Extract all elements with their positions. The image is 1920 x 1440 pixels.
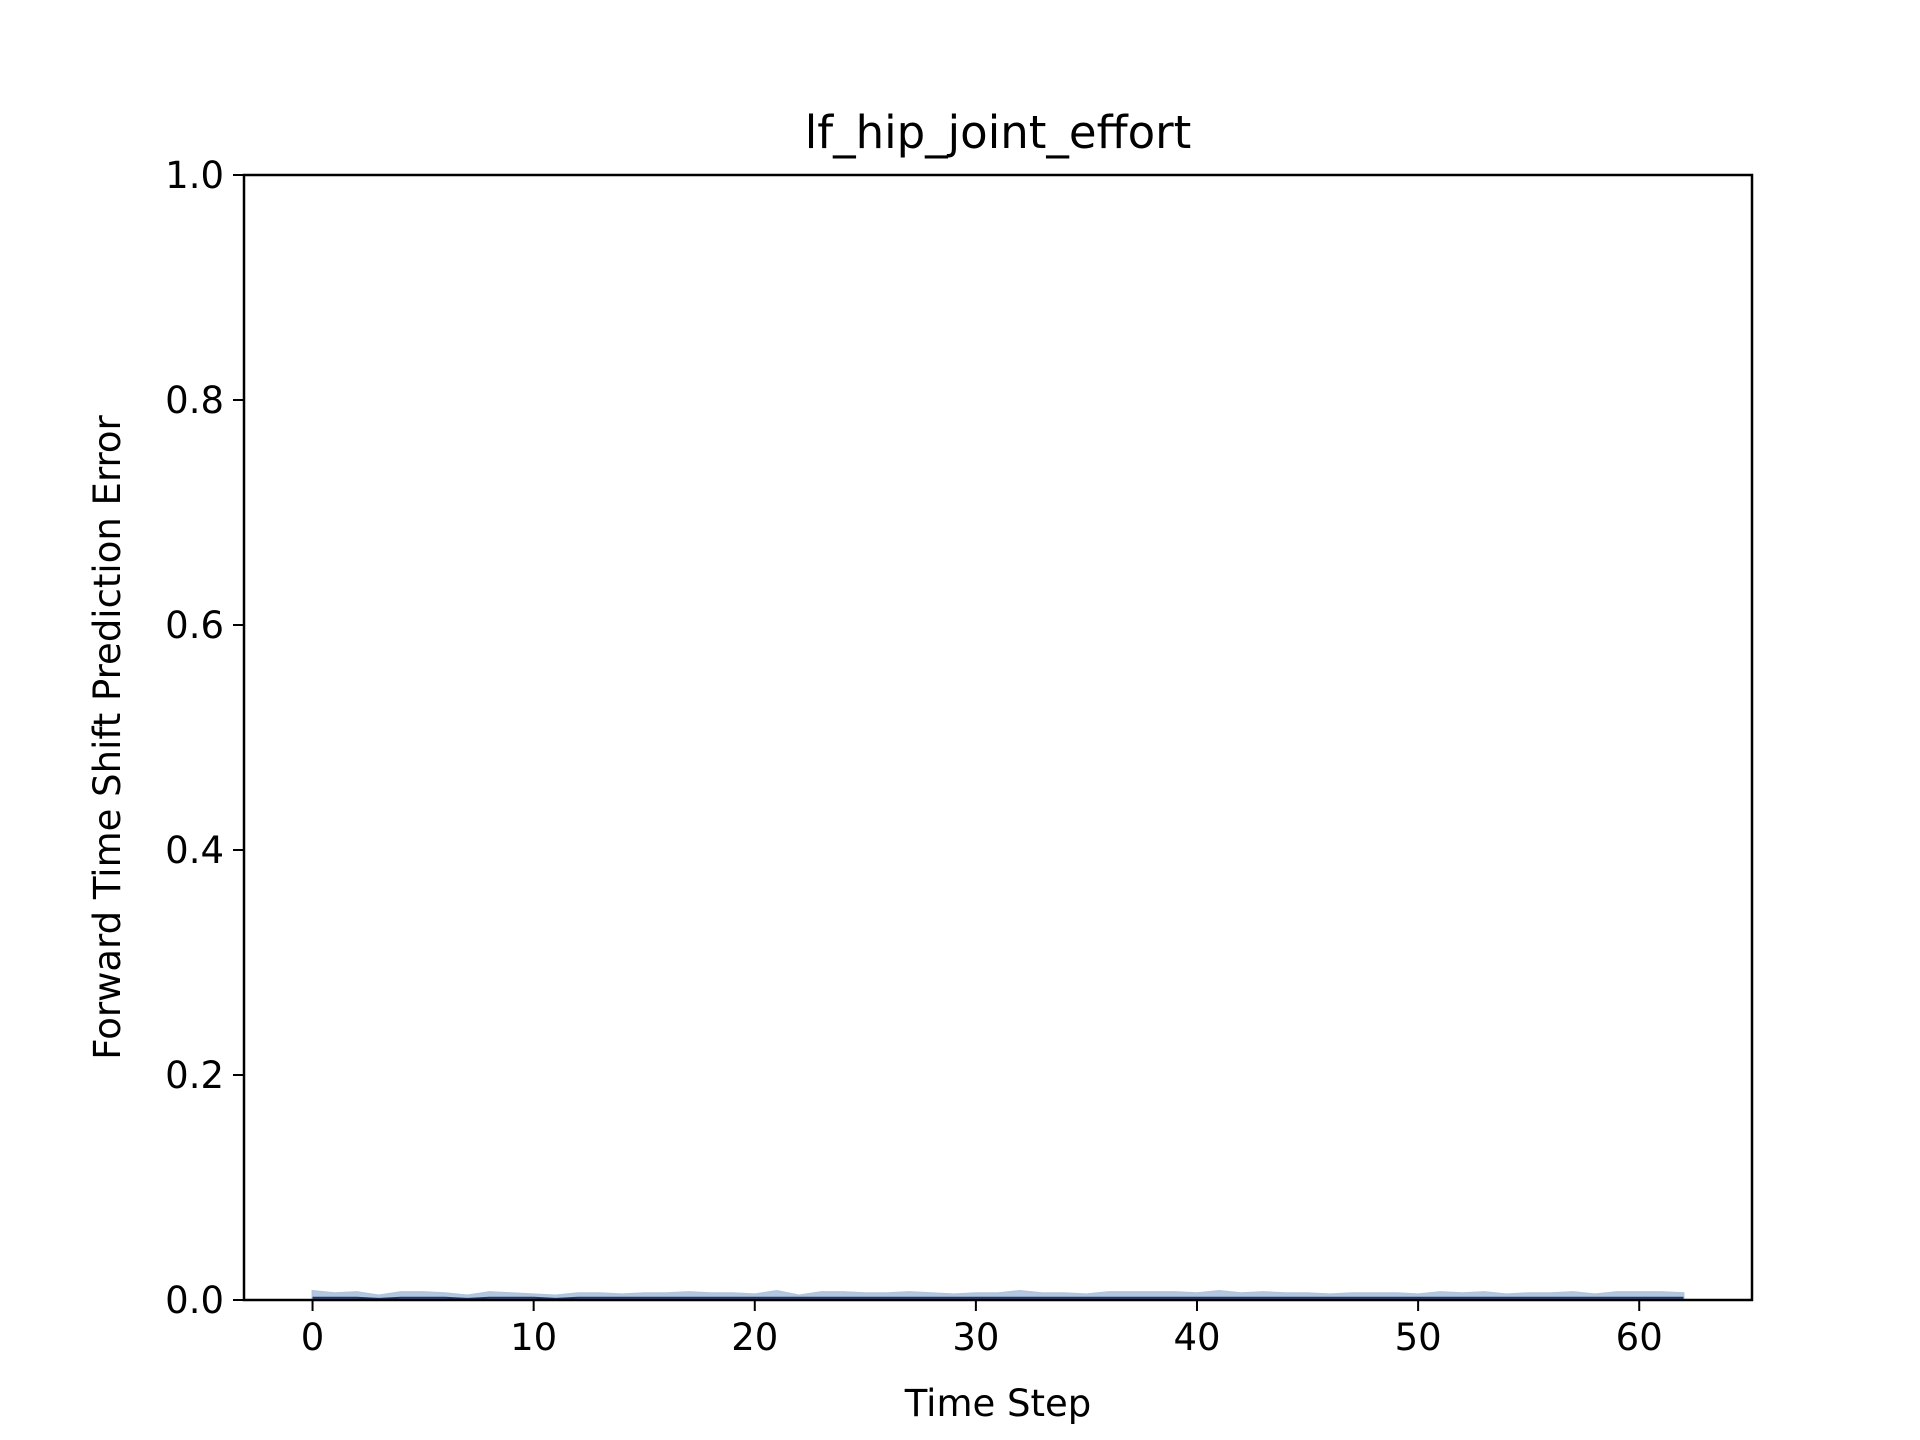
y-tick-label: 0.8 (165, 379, 224, 422)
x-tick-label: 0 (301, 1316, 325, 1359)
mean-line-0 (312, 1296, 1684, 1300)
x-tick-label: 10 (510, 1316, 557, 1359)
x-tick-label: 30 (952, 1316, 999, 1359)
x-tick-label: 40 (1173, 1316, 1220, 1359)
y-tick-label: 0.4 (165, 829, 224, 872)
chart-title: lf_hip_joint_effort (805, 106, 1192, 159)
y-tick-label: 0.0 (165, 1279, 224, 1322)
y-axis-label: Forward Time Shift Prediction Error (86, 414, 129, 1059)
y-tick-label: 0.6 (165, 604, 224, 647)
y-axis-ticks: 0.0 0.2 0.4 0.6 0.8 1.0 (165, 154, 244, 1322)
x-axis-label: Time Step (904, 1382, 1092, 1425)
x-axis-ticks: 0 10 20 30 40 50 60 (301, 1300, 1663, 1359)
x-tick-label: 50 (1395, 1316, 1442, 1359)
x-tick-label: 60 (1616, 1316, 1663, 1359)
y-tick-label: 1.0 (165, 154, 224, 197)
x-tick-label: 20 (731, 1316, 778, 1359)
axes-frame (242, 173, 1754, 1302)
y-tick-label: 0.2 (165, 1054, 224, 1097)
